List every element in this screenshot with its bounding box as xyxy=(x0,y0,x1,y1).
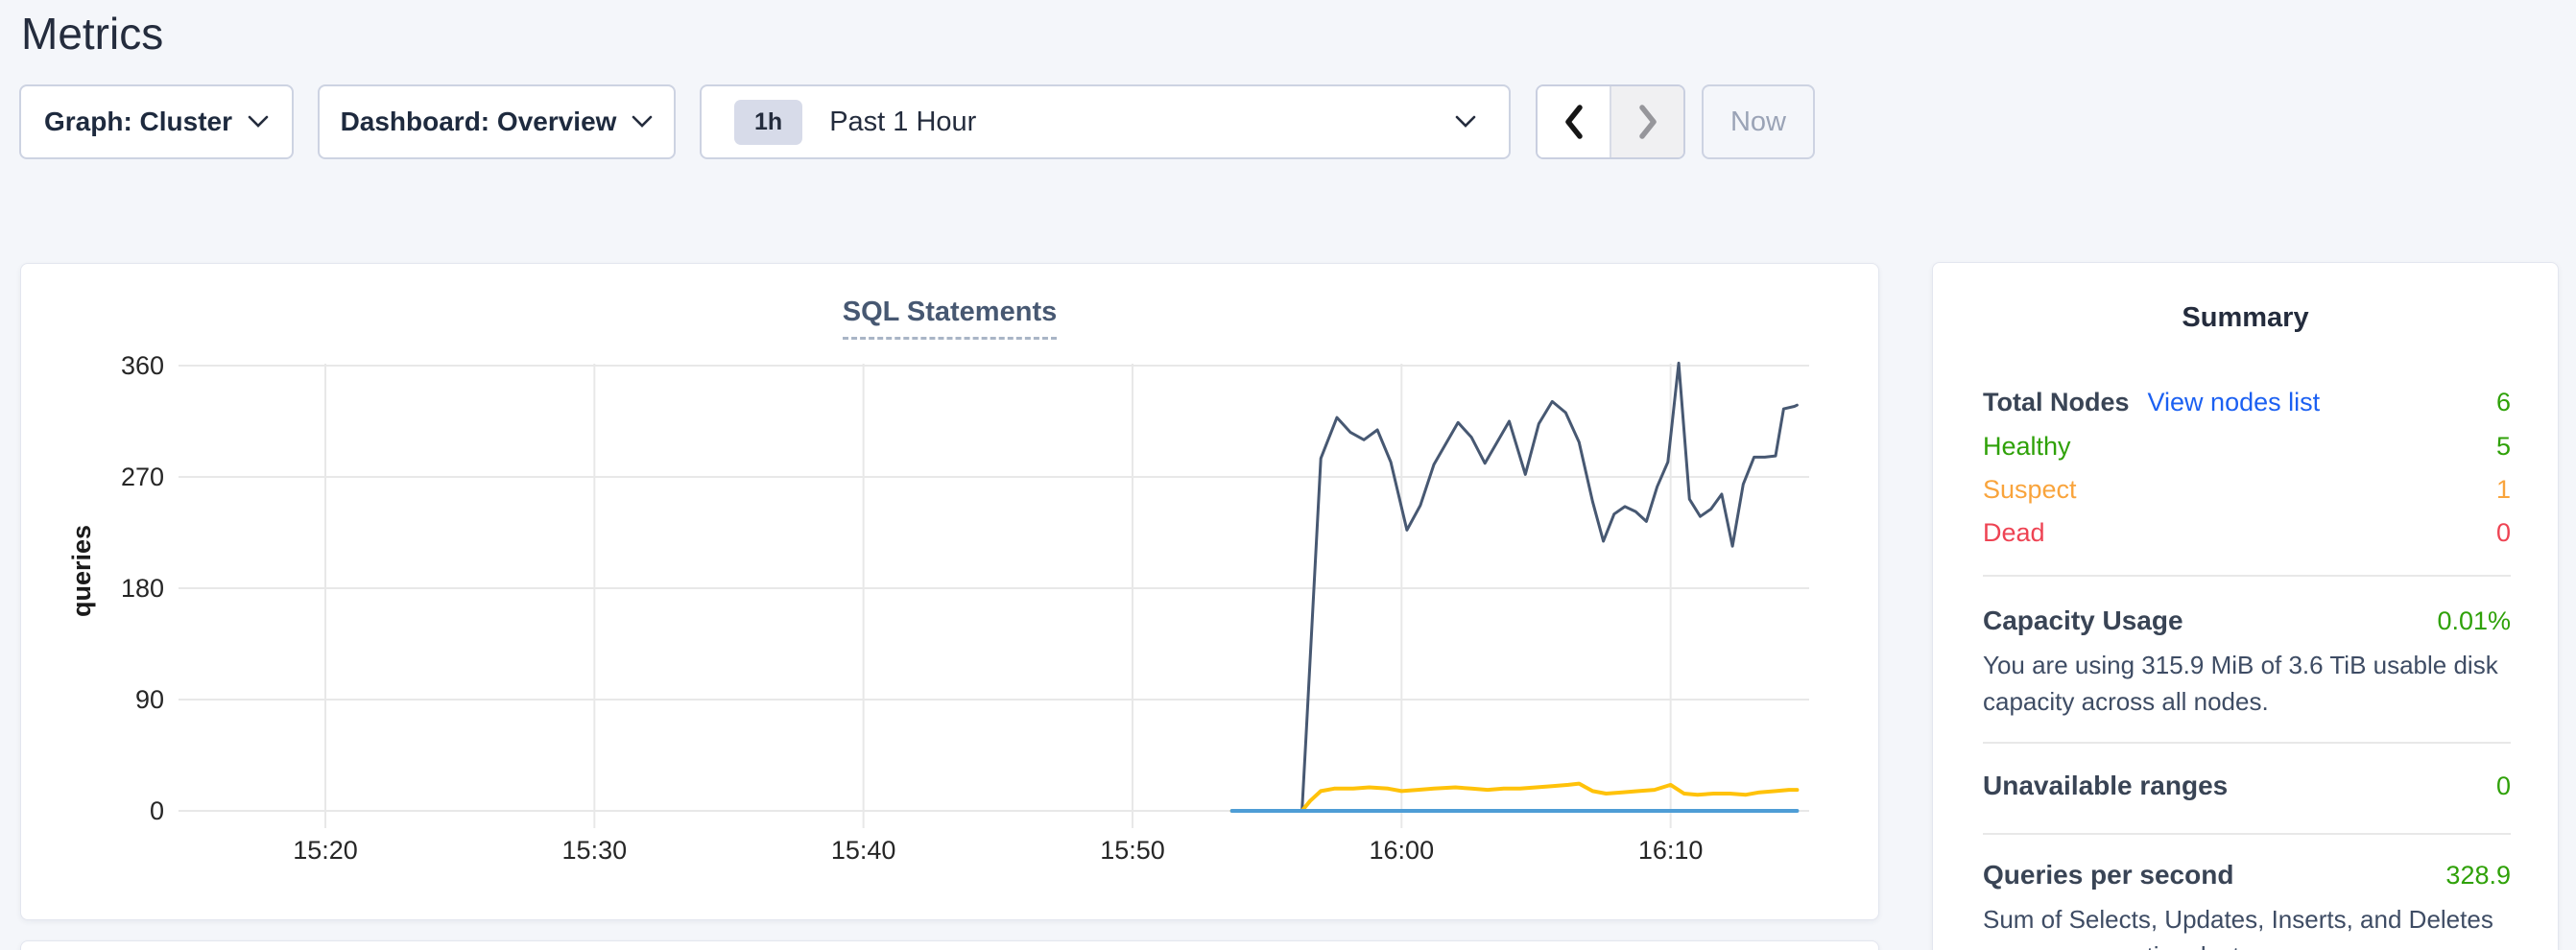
queries-per-second-description: Sum of Selects, Updates, Inserts, and De… xyxy=(1983,905,2493,950)
y-axis-tick-label: 0 xyxy=(150,796,164,825)
sql-statements-chart[interactable]: 0 90 180 270 360 15:20 15:30 15:40 15:50 16:00 16:… xyxy=(21,264,1878,919)
summary-title: Summary xyxy=(2182,302,2309,333)
y-axis-tick-label: 90 xyxy=(135,685,164,714)
view-nodes-list-link[interactable]: View nodes list xyxy=(2147,388,2321,416)
y-axis-tick-label: 270 xyxy=(121,463,164,491)
dead-value: 0 xyxy=(2495,518,2511,547)
y-axis-tick-label: 180 xyxy=(121,574,164,603)
summary-panel: Summary Total Nodes View nodes list 6 He… xyxy=(1932,262,2559,950)
unavailable-ranges-row: Unavailable ranges 0 xyxy=(1983,771,2511,801)
time-step-control xyxy=(1536,84,1685,159)
next-chart-panel xyxy=(20,940,1879,950)
x-axis-tick-label: 15:20 xyxy=(293,836,358,865)
dashboard-dropdown[interactable]: Dashboard: Overview xyxy=(318,84,676,159)
chart-title[interactable]: SQL Statements xyxy=(842,297,1058,340)
divider xyxy=(1983,833,2511,835)
dead-nodes-row: Dead 0 xyxy=(1983,518,2511,548)
chevron-down-icon xyxy=(248,115,269,128)
healthy-nodes-row: Healthy 5 xyxy=(1983,432,2511,462)
total-nodes-label: Total Nodes xyxy=(1983,388,2130,416)
x-axis-tick-label: 16:00 xyxy=(1370,836,1435,865)
graph-scope-dropdown-label: Graph: Cluster xyxy=(43,107,233,136)
chevron-right-icon xyxy=(1638,105,1657,139)
healthy-label: Healthy xyxy=(1983,432,2071,461)
dashboard-dropdown-label: Dashboard: Overview xyxy=(340,107,617,136)
unavailable-ranges-label: Unavailable ranges xyxy=(1983,771,2229,800)
time-range-label: Past 1 Hour xyxy=(829,106,977,137)
queries-per-second-label: Queries per second xyxy=(1983,860,2234,890)
capacity-usage-description: You are using 315.9 MiB of 3.6 TiB usabl… xyxy=(1983,651,2498,716)
sql-statements-chart-panel: SQL Statements 0 90 180 270 360 15:20 15:30 15:… xyxy=(20,263,1879,920)
y-axis-title: queries xyxy=(67,525,96,617)
page-title: Metrics xyxy=(21,9,164,59)
x-axis-tick-label: 15:40 xyxy=(831,836,896,865)
divider xyxy=(1983,742,2511,744)
suspect-label: Suspect xyxy=(1983,475,2077,504)
time-range-badge: 1h xyxy=(734,99,803,145)
queries-dark-blue-line xyxy=(1230,361,1799,813)
unavailable-ranges-value: 0 xyxy=(2495,772,2511,800)
graph-scope-dropdown[interactable]: Graph: Cluster xyxy=(19,84,294,159)
now-button[interactable]: Now xyxy=(1702,84,1815,159)
chevron-left-icon xyxy=(1564,105,1583,139)
total-nodes-row: Total Nodes View nodes list 6 xyxy=(1983,388,2511,417)
suspect-nodes-row: Suspect 1 xyxy=(1983,475,2511,505)
dead-label: Dead xyxy=(1983,518,2045,547)
capacity-usage-row: Capacity Usage 0.01% xyxy=(1983,606,2511,636)
now-button-label: Now xyxy=(1729,106,1786,137)
next-time-window-button-disabled[interactable] xyxy=(1610,86,1683,157)
chevron-down-icon xyxy=(1455,115,1476,128)
healthy-value: 5 xyxy=(2495,432,2511,461)
queries-yellow-line xyxy=(1229,781,1800,813)
divider xyxy=(1983,575,2511,577)
chart-title-row: SQL Statements xyxy=(21,297,1878,340)
time-range-dropdown[interactable]: 1h Past 1 Hour xyxy=(700,84,1511,159)
capacity-usage-value: 0.01% xyxy=(2437,606,2511,635)
x-axis-tick-label: 15:50 xyxy=(1100,836,1165,865)
x-axis-tick-label: 15:30 xyxy=(562,836,628,865)
suspect-value: 1 xyxy=(2495,475,2511,504)
queries-per-second-row: Queries per second 328.9 xyxy=(1983,860,2511,891)
total-nodes-value: 6 xyxy=(2495,388,2511,416)
previous-time-window-button[interactable] xyxy=(1538,86,1610,157)
y-axis-tick-label: 360 xyxy=(121,351,164,380)
x-axis-tick-label: 16:10 xyxy=(1638,836,1704,865)
chevron-down-icon xyxy=(632,115,653,128)
queries-per-second-value: 328.9 xyxy=(2445,861,2511,890)
capacity-usage-label: Capacity Usage xyxy=(1983,606,2183,635)
